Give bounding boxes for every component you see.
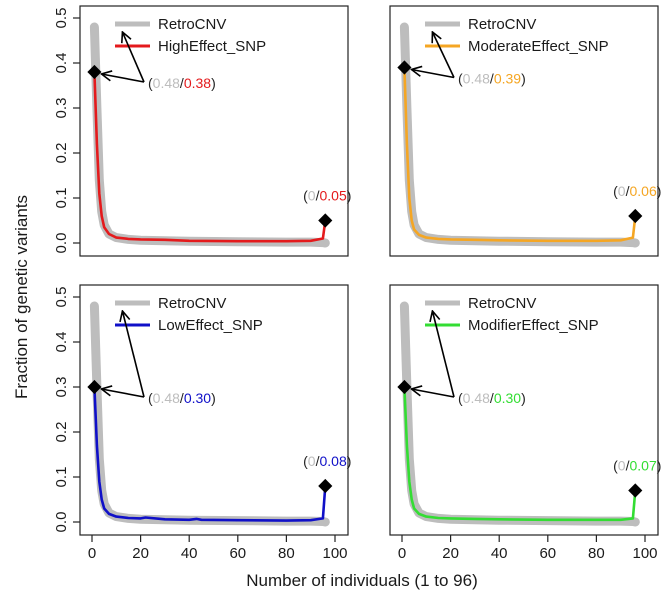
y-tick-label: 0.5 [53,287,70,308]
panel-frame [389,5,659,257]
x-tick-label: 80 [278,545,295,562]
arrow-to-retrocnv-peak [432,32,455,78]
y-tick-label: 0.4 [53,53,70,74]
legend-label: ModifierEffect_SNP [468,317,599,334]
arrow-to-snp-peak [101,389,145,398]
y-tick-label: 0.4 [53,332,70,353]
x-tick-label: 20 [132,545,149,562]
legend-label: ModerateEffect_SNP [468,38,609,55]
legend-label: RetroCNV [468,16,536,33]
y-tick-label: 0.3 [53,377,70,398]
end-annotation: (0/0.08) [303,453,351,469]
y-tick-label: 0.0 [53,233,70,254]
x-tick-label: 100 [632,545,657,562]
legend-label: RetroCNV [468,295,536,312]
y-tick-label: 0.5 [53,8,70,29]
legend-label: RetroCNV [158,16,226,33]
panel-2: RetroCNV ModerateEffect_SNP (0.48/0.39) (0/… [389,5,661,257]
peak-marker [397,379,412,395]
series-line-retrocnv [399,22,640,248]
x-tick-label: 20 [442,545,459,562]
arrow-to-retrocnv-peak [432,311,455,398]
panel-frame [79,5,349,257]
x-tick-label: 0 [88,545,96,562]
end-marker [628,483,643,498]
x-tick-label: 80 [588,545,605,562]
peak-marker [87,379,102,395]
y-tick-label: 0.1 [53,188,70,209]
arrow-to-retrocnv-peak [122,32,145,83]
end-annotation: (0/0.06) [613,183,661,199]
panel-1: 0.0 0.1 0.2 0.3 0.4 0.5 RetroCNV HighEffect_SNP… [53,5,351,257]
peak-annotation: (0.48/0.30) [458,390,526,406]
legend-label: LowEffect_SNP [158,317,263,334]
panel-frame [389,284,659,536]
peak-annotation: (0.48/0.38) [148,75,216,91]
end-annotation: (0/0.05) [303,188,351,204]
x-axis-title: Number of individuals (1 to 96) [246,571,478,590]
y-tick-label: 0.0 [53,512,70,533]
y-tick-label: 0.1 [53,467,70,488]
end-marker [318,213,333,228]
series-line-snp [93,385,327,522]
y-tick-label: 0.2 [53,143,70,164]
x-tick-label: 100 [322,545,347,562]
y-tick-label: 0.3 [53,98,70,119]
series-line-snp [93,70,327,243]
x-tick-label: 0 [398,545,406,562]
x-tick-label: 40 [181,545,198,562]
x-tick-label: 60 [539,545,556,562]
arrow-to-snp-peak [101,74,145,83]
series-line-snp [403,385,637,522]
panel-3: 0.0 0.1 0.2 0.3 0.4 0.5 0 20 40 60 80 100 RetroCNV Lo… [53,284,351,562]
peak-annotation: (0.48/0.30) [148,390,216,406]
x-tick-label: 60 [229,545,246,562]
series-line-snp [403,66,637,243]
panel-4: 0 20 40 60 80 100 RetroCNV ModifierEffect_SNP (0… [389,284,661,562]
end-marker [318,478,333,494]
end-annotation: (0/0.07) [613,458,661,474]
arrow-to-retrocnv-peak [122,311,145,398]
legend-label: RetroCNV [158,295,226,312]
peak-annotation: (0.48/0.39) [458,71,526,87]
panels: 0.0 0.1 0.2 0.3 0.4 0.5 RetroCNV HighEffect_SNP… [53,5,661,562]
peak-marker [397,60,412,75]
y-axis-title: Fraction of genetic variants [12,195,31,399]
legend-label: HighEffect_SNP [158,38,266,55]
panel-frame [79,284,349,536]
series-line-retrocnv [89,22,330,248]
arrow-to-snp-peak [411,70,455,79]
arrow-to-snp-peak [411,389,455,398]
end-marker [628,208,643,224]
y-tick-label: 0.2 [53,422,70,443]
x-tick-label: 40 [491,545,508,562]
